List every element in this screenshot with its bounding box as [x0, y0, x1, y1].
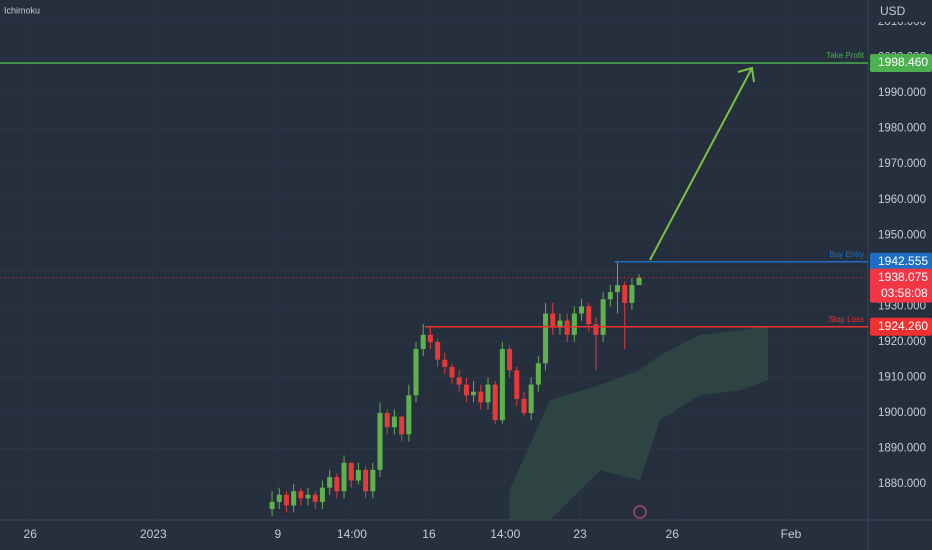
x-tick-label: 16	[422, 527, 436, 541]
y-tick-label: 1910.000	[878, 372, 926, 384]
candle-body	[327, 476, 333, 488]
candle-body	[586, 306, 592, 325]
ichimoku-cloud	[509, 325, 768, 520]
axes: 1880.000 1890.000 1900.000 1910.000 1920.000…	[24, 16, 926, 541]
candle-body	[629, 285, 635, 303]
candle-body	[377, 413, 383, 470]
x-tick-label: 26	[24, 527, 38, 541]
x-tick-label: Feb	[781, 527, 802, 541]
candle-body	[391, 416, 397, 428]
candle-body	[384, 413, 390, 428]
candle-body	[413, 349, 419, 396]
candle-body	[291, 491, 297, 506]
level-price-label: 1942.555	[878, 254, 928, 268]
unit-bg	[870, 0, 932, 22]
level-name: Stop Loss	[828, 315, 864, 324]
y-tick-label: 1950.000	[878, 229, 926, 241]
indicator-title: Ichimoku	[4, 5, 40, 15]
candle-body	[348, 462, 354, 481]
y-tick-label: 1930.000	[878, 300, 926, 312]
last-price-box	[870, 268, 932, 303]
candle-body	[435, 341, 441, 360]
last-price-label: 1938.075	[878, 270, 928, 284]
candle-body	[471, 391, 477, 396]
candle-body	[442, 359, 448, 367]
x-tick-label: 14:00	[490, 527, 520, 541]
candle-body	[492, 384, 498, 421]
candle-body	[334, 476, 340, 492]
candle-body	[370, 469, 376, 492]
candle-body	[269, 501, 275, 509]
level-price-box	[870, 317, 932, 336]
y-tick-label: 1990.000	[878, 87, 926, 99]
candle-body	[607, 292, 613, 300]
candle-body	[420, 334, 426, 350]
candle-body	[478, 391, 484, 403]
candle-body	[622, 285, 628, 303]
level-price-label: 1998.460	[878, 55, 928, 69]
candle-body	[312, 494, 318, 502]
candle-body	[355, 469, 361, 481]
level-name: Buy Entry	[829, 250, 864, 259]
candle-body	[543, 313, 549, 364]
candle-body	[521, 398, 527, 414]
candle-body	[571, 313, 577, 335]
candle-body	[507, 349, 513, 371]
plot-area	[0, 261, 868, 520]
candle-body	[593, 324, 599, 335]
candle-body	[276, 494, 282, 502]
y-tick-label: 1960.000	[878, 194, 926, 206]
y-tick-label: 1980.000	[878, 123, 926, 135]
candle-body	[550, 313, 556, 328]
candle-body	[456, 377, 462, 385]
candle-body	[283, 494, 289, 506]
x-tick-label: 26	[666, 527, 680, 541]
candle-body	[449, 366, 455, 378]
x-tick-label: 23	[573, 527, 587, 541]
grid	[0, 0, 868, 520]
candle-body	[298, 491, 304, 499]
countdown-label: 03:58:08	[881, 286, 928, 300]
candle-body	[557, 320, 563, 328]
candle-body	[564, 320, 570, 335]
candle-body	[615, 285, 621, 293]
candle-body	[485, 384, 491, 403]
candle-body	[305, 494, 311, 499]
candle-body	[514, 370, 520, 399]
candle-body	[319, 487, 325, 502]
candle-body	[399, 416, 405, 435]
candle-body	[579, 306, 585, 314]
candle-body	[341, 462, 347, 492]
currency-label: USD	[880, 4, 906, 18]
candle-body	[636, 277, 642, 286]
target-arrow	[649, 66, 755, 261]
event-icon	[633, 505, 647, 519]
level-price-label: 1924.260	[878, 319, 928, 333]
x-tick-label: 9	[274, 527, 281, 541]
candle-body	[499, 349, 505, 421]
candle-body	[528, 384, 534, 414]
y-tick-label: 1890.000	[878, 443, 926, 455]
candle-body	[535, 363, 541, 385]
y-tick-label: 1900.000	[878, 407, 926, 419]
y-tick-label: 1880.000	[878, 478, 926, 490]
candle-body	[600, 299, 606, 335]
candle-body	[463, 384, 469, 396]
x-tick-label: 14:00	[337, 527, 367, 541]
level-name: Take Profit	[826, 51, 865, 60]
y-tick-label: 1920.000	[878, 336, 926, 348]
candle-body	[406, 395, 412, 435]
y-tick-label: 1970.000	[878, 158, 926, 170]
candle-body	[363, 469, 369, 492]
x-tick-label: 2023	[140, 527, 167, 541]
level-price-box	[870, 252, 932, 271]
candle-body	[427, 334, 433, 342]
level-price-box	[870, 54, 932, 73]
